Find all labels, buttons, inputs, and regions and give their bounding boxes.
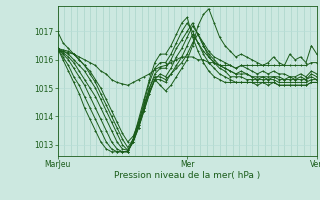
X-axis label: Pression niveau de la mer( hPa ): Pression niveau de la mer( hPa ) [114, 171, 260, 180]
